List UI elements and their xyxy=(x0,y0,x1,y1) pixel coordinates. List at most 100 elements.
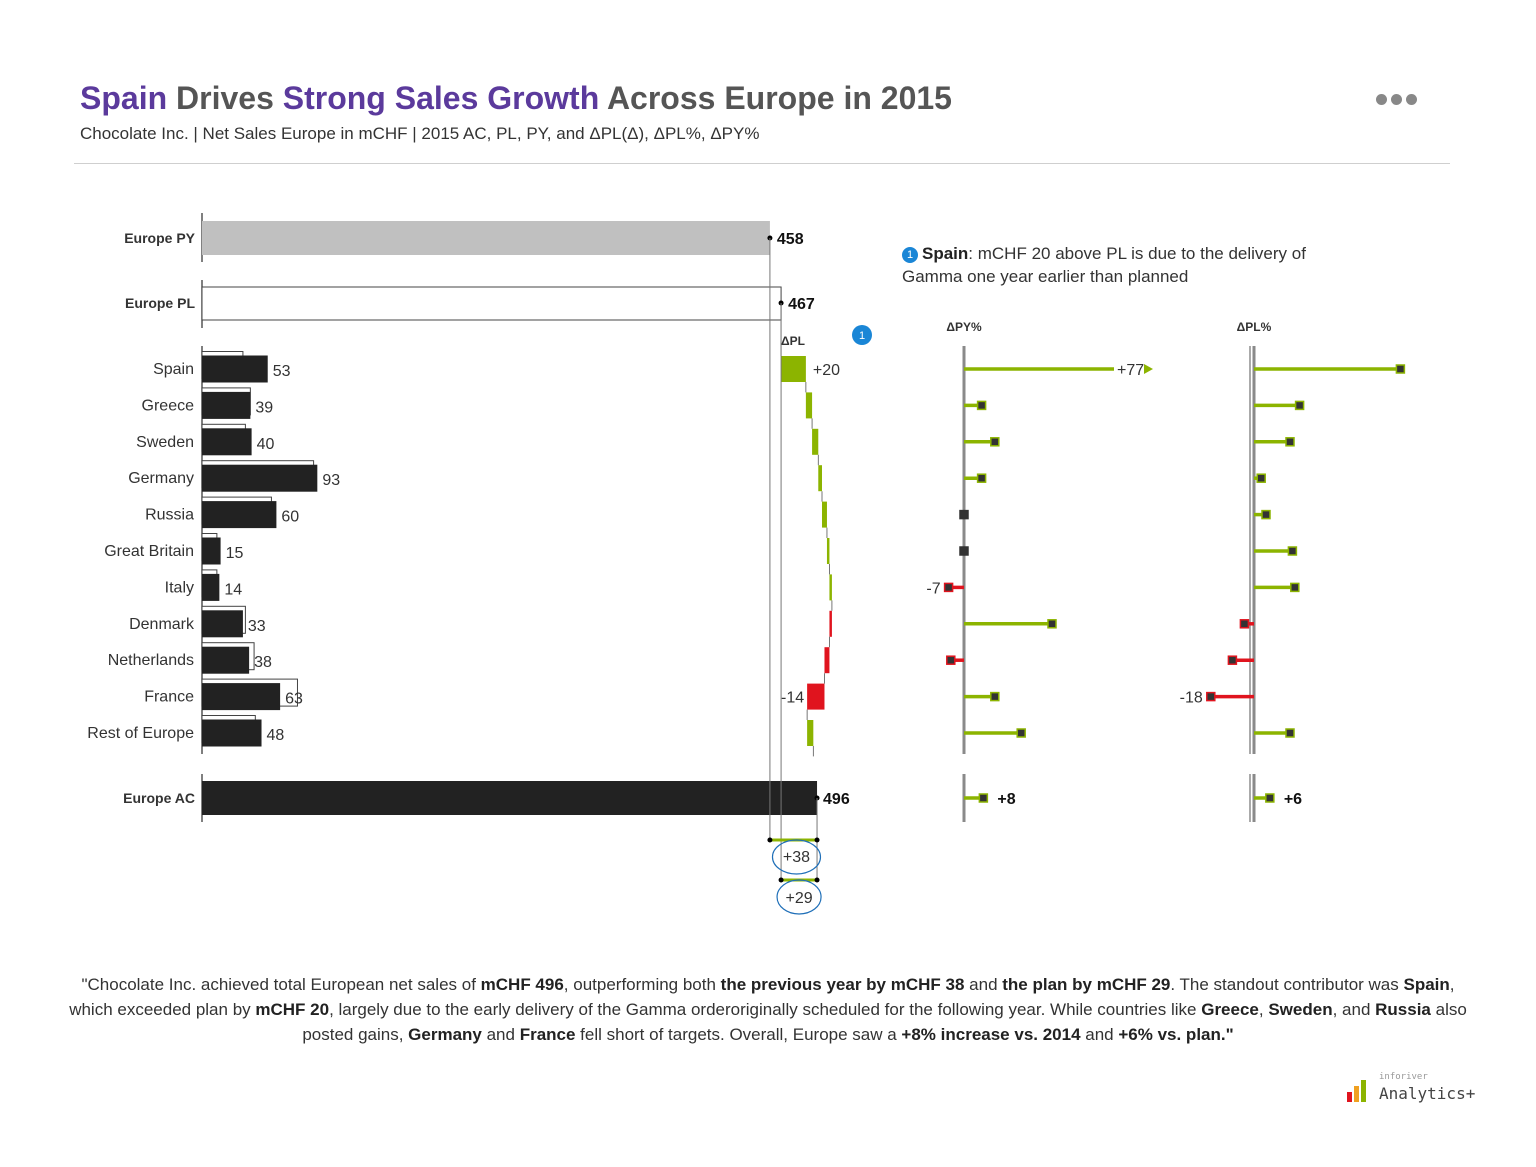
title-text-1: Drives xyxy=(167,80,283,116)
dpl-pct-head xyxy=(1285,728,1295,738)
label-europe-py: Europe PY xyxy=(124,230,195,246)
commentary-bold: Germany xyxy=(408,1025,482,1044)
delta-pl-bar xyxy=(781,356,806,382)
commentary-seg: , largely due to the early delivery of t… xyxy=(329,1000,1202,1019)
commentary-bold: Sweden xyxy=(1268,1000,1333,1019)
category-label: Greece xyxy=(142,397,195,414)
dpy-pct-label: -7 xyxy=(926,580,940,597)
title-highlight-2: Strong Sales Growth xyxy=(282,80,600,116)
value-label: 53 xyxy=(273,363,291,380)
dpl-pct-head xyxy=(1227,655,1238,665)
commentary-bold: +6% vs. plan." xyxy=(1118,1025,1234,1044)
dpy-pct-head xyxy=(976,400,987,411)
bar-ac xyxy=(202,391,251,419)
category-label: Netherlands xyxy=(108,652,194,669)
dpl-pct-head xyxy=(1285,437,1295,447)
category-label: Great Britain xyxy=(104,543,194,560)
bar-ac xyxy=(202,355,268,383)
marker-dot xyxy=(814,877,820,883)
delta-pl-bar xyxy=(824,647,830,674)
commentary-seg: also posted gains, xyxy=(302,1000,1467,1044)
commentary-seg: , outperforming both xyxy=(563,975,721,994)
value-label: 39 xyxy=(255,399,273,416)
commentary-seg: . The standout contributor was xyxy=(1170,975,1404,994)
commentary-bold: mCHF 20 xyxy=(255,1000,330,1019)
variance-circle-pl xyxy=(776,879,822,915)
commentary-bold: the previous year by mCHF 38 xyxy=(720,975,965,994)
bar-europe-py xyxy=(202,221,770,255)
dpy-pct-total-label: +8 xyxy=(997,791,1015,808)
dpy-pct-head xyxy=(943,582,954,593)
annotation-note: 1 Spain: mCHF 20 above PL is due to the d… xyxy=(902,242,1322,288)
label-europe-ac: Europe AC xyxy=(123,790,195,806)
bar-ac xyxy=(202,573,220,601)
delta-pl-label: +20 xyxy=(813,362,840,379)
dpy-pct-head xyxy=(959,546,969,556)
category-label: Rest of Europe xyxy=(87,725,194,742)
dpl-pct-head xyxy=(1265,793,1275,803)
logo-bars-icon xyxy=(1347,1080,1366,1102)
value-label: 40 xyxy=(257,436,275,453)
category-label: Sweden xyxy=(136,434,194,451)
commentary-seg: , and xyxy=(1332,1000,1376,1019)
dpy-pct-header: ΔPY% xyxy=(946,320,982,334)
dpy-pct-head xyxy=(1016,728,1026,738)
title-text-2: Across Europe in 2015 xyxy=(599,80,952,116)
commentary-seg: "Chocolate Inc. achieved total European … xyxy=(81,975,481,994)
badge-number: 1 xyxy=(859,330,865,342)
bar-europe-ac xyxy=(202,781,818,815)
variance-circle-py xyxy=(771,839,822,875)
col-header-dpl: ΔPL xyxy=(781,334,805,348)
more-options-icon[interactable] xyxy=(1376,92,1428,106)
dpl-pct-header: ΔPL% xyxy=(1237,320,1272,334)
value-label: 14 xyxy=(224,581,242,598)
value-europe-ac: 496 xyxy=(823,791,850,808)
bar-ac xyxy=(202,428,252,456)
category-label: Germany xyxy=(128,470,194,487)
bar-europe-pl xyxy=(201,286,782,321)
value-europe-pl: 467 xyxy=(788,296,815,313)
delta-pl-label: -14 xyxy=(781,690,804,707)
dpy-pct-head xyxy=(946,655,956,665)
commentary-seg: and xyxy=(481,1025,520,1044)
commentary-bold: France xyxy=(519,1025,576,1044)
page-subtitle: Chocolate Inc. | Net Sales Europe in mCH… xyxy=(80,124,760,143)
dpl-pct-head xyxy=(1290,582,1300,593)
logo-small-text: inforiver xyxy=(1379,1072,1428,1082)
value-label: 63 xyxy=(285,691,303,708)
annotation-text: : mCHF 20 above PL is due to the deliver… xyxy=(902,244,1306,286)
category-label: Italy xyxy=(165,579,194,596)
bar-ac xyxy=(202,719,262,747)
value-label: 60 xyxy=(281,509,299,526)
annotation-badge: 1 xyxy=(902,247,918,263)
category-label: France xyxy=(144,689,194,706)
delta-pl-bar xyxy=(805,392,813,419)
bar-ac xyxy=(202,501,277,529)
logo-big-text: Analytics+ xyxy=(1379,1084,1476,1103)
label-europe-pl: Europe PL xyxy=(125,295,195,311)
commentary-seg: , which exceeded plan by xyxy=(69,975,1455,1019)
dpl-pct-label: -18 xyxy=(1180,690,1203,707)
dpy-pct-head xyxy=(990,437,1000,447)
delta-pl-bar xyxy=(826,538,830,564)
delta-pl-bar xyxy=(812,428,819,455)
title-highlight-1: Spain xyxy=(80,80,168,116)
dpl-pct-head xyxy=(1239,619,1250,629)
variance-label-pl: +29 xyxy=(785,890,812,907)
value-label: 48 xyxy=(267,727,285,744)
analytics-logo: inforiver Analytics+ xyxy=(1345,1072,1485,1108)
delta-pl-bar xyxy=(818,465,822,492)
bar-ac xyxy=(202,537,221,565)
category-label: Denmark xyxy=(129,616,195,633)
commentary-bold: Russia xyxy=(1375,1000,1431,1019)
dpl-pct-head xyxy=(1294,400,1305,411)
category-label: Spain xyxy=(153,361,194,378)
commentary-seg: fell short of targets. Overall, Europe s… xyxy=(575,1025,902,1044)
bar-ac xyxy=(202,610,243,638)
commentary-bold: Greece xyxy=(1201,1000,1259,1019)
delta-pl-bar xyxy=(807,720,814,746)
dpy-pct-head xyxy=(1047,619,1057,629)
dpy-pct-head xyxy=(990,691,1000,702)
marker-dot xyxy=(814,837,820,843)
dpy-pct-arrow xyxy=(1144,364,1153,374)
